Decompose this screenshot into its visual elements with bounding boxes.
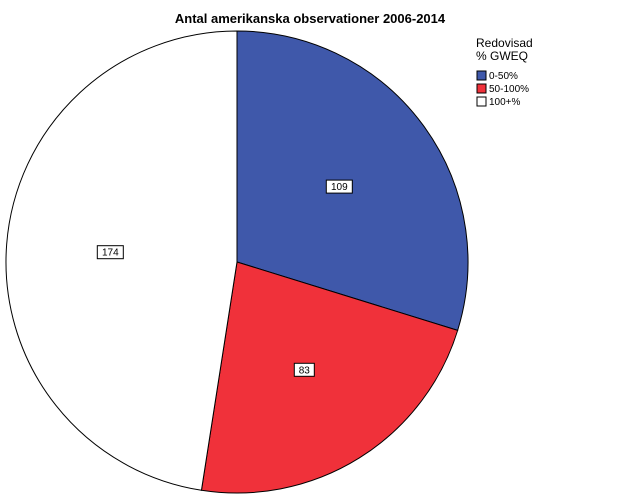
- legend-swatch-100: [476, 96, 487, 107]
- data-label-box-100: [96, 245, 124, 260]
- data-label-100: 174: [102, 248, 119, 259]
- pie-slices: [5, 30, 469, 494]
- legend-swatch-50-100: [476, 83, 487, 94]
- legend-title-line-1: Redovisad: [476, 36, 533, 50]
- pie-data-labels: 109 83 174: [96, 179, 353, 377]
- data-label-50-100: 83: [299, 365, 311, 376]
- data-label-0-50: 109: [331, 182, 348, 193]
- legend-swatch-0-50: [476, 70, 487, 81]
- legend-title-line-2: % GWEQ: [476, 49, 528, 63]
- chart-title: Antal amerikanska observationer 2006-201…: [175, 11, 446, 26]
- pie-slice-50-100: [200, 261, 459, 494]
- legend-label-50-100: 50-100%: [489, 84, 529, 95]
- legend-label-0-50: 0-50%: [489, 71, 518, 82]
- data-label-box-0-50: [325, 179, 353, 194]
- legend: Redovisad % GWEQ 0-50% 50-100% 100+%: [476, 36, 533, 108]
- legend-items: 0-50% 50-100% 100+%: [476, 70, 529, 108]
- data-label-box-50-100: [293, 362, 315, 377]
- pie-slice-100: [5, 30, 238, 491]
- legend-label-100: 100+%: [489, 97, 521, 108]
